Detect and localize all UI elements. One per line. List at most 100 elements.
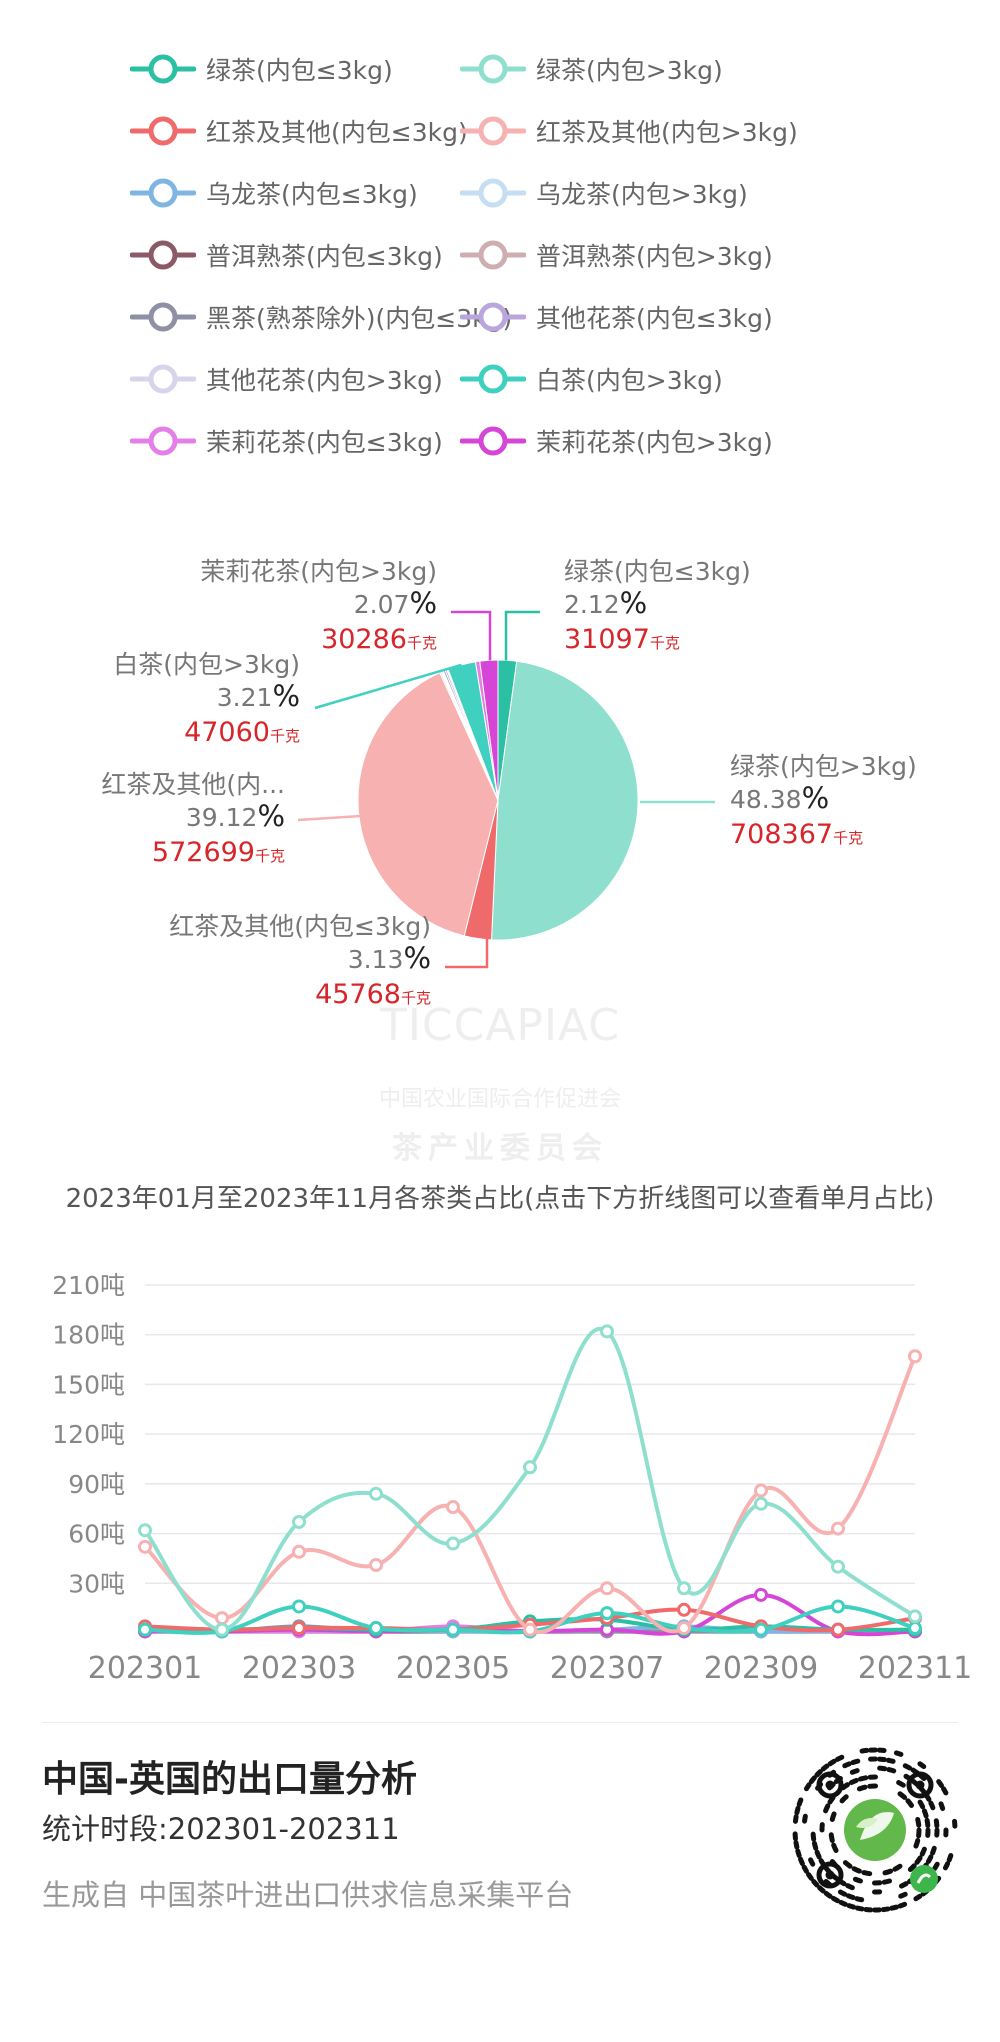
- pie-slice[interactable]: [357, 672, 499, 937]
- legend-row: 黑茶(熟茶除外)(内包≤3kg) 其他花茶(内包≤3kg): [130, 286, 990, 348]
- data-point[interactable]: [677, 1581, 691, 1596]
- x-tick-label: 202301: [88, 1651, 203, 1686]
- legend-item[interactable]: 茉莉花茶(内包>3kg): [460, 410, 773, 472]
- legend-row: 茉莉花茶(内包≤3kg) 茉莉花茶(内包>3kg): [130, 410, 990, 472]
- line-chart-title: 2023年01月至2023年11月各茶类占比(点击下方折线图可以查看单月占比): [65, 1184, 935, 1214]
- data-point[interactable]: [831, 1622, 845, 1637]
- qr-code-icon[interactable]: [790, 1745, 960, 1915]
- legend-label: 红茶及其他(内包≤3kg): [206, 118, 468, 147]
- pie-leader-line: [504, 610, 540, 661]
- report-period: 统计时段:202301-202311: [42, 1812, 400, 1846]
- data-point[interactable]: [677, 1621, 691, 1636]
- report-source: 生成自 中国茶叶进出口供求信息采集平台: [42, 1878, 574, 1912]
- pie-leader-line: [451, 610, 492, 661]
- pie-label-name: 白茶(内包>3kg): [113, 650, 300, 679]
- data-point[interactable]: [292, 1599, 306, 1614]
- line-chart[interactable]: 30吨 60吨 90吨 120吨 150吨 180吨 210吨 202301 202303 202…: [0, 1260, 1000, 1700]
- pie-label-value: 31097千克: [564, 624, 680, 655]
- data-point[interactable]: [908, 1621, 922, 1636]
- legend-label: 普洱熟茶(内包>3kg): [536, 242, 773, 271]
- pie-label-pct-symbol: %: [257, 799, 285, 833]
- data-point[interactable]: [831, 1599, 845, 1614]
- chart-legend: 绿茶(内包≤3kg) 绿茶(内包>3kg) 红茶及其他(内包≤3kg) 红茶及其他(内…: [130, 38, 990, 472]
- y-tick-label: 120吨: [52, 1420, 125, 1449]
- line-series[interactable]: [138, 1324, 922, 1637]
- data-point[interactable]: [138, 1539, 152, 1554]
- pie-label-pct: 39.12%: [186, 799, 285, 833]
- data-point[interactable]: [754, 1622, 768, 1637]
- data-point[interactable]: [138, 1622, 152, 1637]
- data-point[interactable]: [754, 1483, 768, 1498]
- legend-line-icon: [460, 178, 526, 208]
- data-point[interactable]: [446, 1500, 460, 1515]
- pie-label-value-number: 47060: [184, 717, 270, 748]
- data-point[interactable]: [600, 1606, 614, 1621]
- pie-label-value-number: 31097: [564, 624, 650, 655]
- legend-item[interactable]: 其他花茶(内包≤3kg): [460, 286, 773, 348]
- line-series[interactable]: [138, 1349, 922, 1637]
- pie-label: 白茶(内包>3kg)3.21%47060千克: [113, 650, 300, 748]
- legend-line-icon: [460, 54, 526, 84]
- data-point[interactable]: [754, 1587, 768, 1602]
- legend-item[interactable]: 茉莉花茶(内包≤3kg): [130, 410, 443, 472]
- legend-item[interactable]: 乌龙茶(内包>3kg): [460, 162, 748, 224]
- pie-slice[interactable]: [491, 660, 639, 941]
- series-line[interactable]: [143, 1326, 917, 1632]
- data-point[interactable]: [369, 1621, 383, 1636]
- legend-row: 乌龙茶(内包≤3kg) 乌龙茶(内包>3kg): [130, 162, 990, 224]
- data-point[interactable]: [446, 1622, 460, 1637]
- data-point[interactable]: [831, 1521, 845, 1536]
- data-point[interactable]: [908, 1609, 922, 1624]
- pie-leader-line: [297, 814, 362, 822]
- data-point[interactable]: [369, 1486, 383, 1501]
- pie-label-value-number: 30286: [321, 624, 407, 655]
- pie-slice[interactable]: [479, 659, 499, 801]
- pie-label-pct: 3.21%: [217, 679, 300, 713]
- legend-item[interactable]: 红茶及其他(内包>3kg): [460, 100, 798, 162]
- y-tick-label: 30吨: [68, 1569, 125, 1598]
- data-point[interactable]: [215, 1611, 229, 1626]
- data-point[interactable]: [677, 1602, 691, 1617]
- legend-label: 白茶(内包>3kg): [536, 366, 723, 395]
- legend-label: 红茶及其他(内包>3kg): [536, 118, 798, 147]
- legend-label: 茉莉花茶(内包≤3kg): [206, 428, 443, 457]
- data-point[interactable]: [831, 1559, 845, 1574]
- data-point[interactable]: [292, 1621, 306, 1636]
- x-tick-label: 202307: [550, 1651, 665, 1686]
- divider: [42, 1722, 958, 1723]
- data-point[interactable]: [754, 1496, 768, 1511]
- legend-item[interactable]: 绿茶(内包≤3kg): [130, 38, 393, 100]
- legend-item[interactable]: 绿茶(内包>3kg): [460, 38, 723, 100]
- data-point[interactable]: [446, 1536, 460, 1551]
- legend-item[interactable]: 白茶(内包>3kg): [460, 348, 723, 410]
- pie-label-pct-value: 2.07: [354, 590, 410, 619]
- legend-label: 其他花茶(内包>3kg): [206, 366, 443, 395]
- data-point[interactable]: [292, 1514, 306, 1529]
- data-point[interactable]: [523, 1460, 537, 1475]
- pie-label-pct-symbol: %: [620, 586, 648, 620]
- series-line[interactable]: [143, 1355, 917, 1635]
- pie-label-unit: 千克: [255, 847, 285, 865]
- data-point[interactable]: [369, 1558, 383, 1573]
- pie-chart[interactable]: 茉莉花茶(内包>3kg)2.07%30286千克绿茶(内包≤3kg)2.12%3…: [0, 530, 1000, 1030]
- data-point[interactable]: [292, 1544, 306, 1559]
- data-point[interactable]: [600, 1581, 614, 1596]
- pie-label-pct: 2.07%: [354, 586, 437, 620]
- data-point[interactable]: [215, 1622, 229, 1637]
- data-point[interactable]: [138, 1523, 152, 1538]
- legend-item[interactable]: 其他花茶(内包>3kg): [130, 348, 443, 410]
- legend-item[interactable]: 普洱熟茶(内包>3kg): [460, 224, 773, 286]
- pie-label-pct-symbol: %: [272, 679, 300, 713]
- legend-item[interactable]: 普洱熟茶(内包≤3kg): [130, 224, 443, 286]
- legend-item[interactable]: 红茶及其他(内包≤3kg): [130, 100, 468, 162]
- pie-label-value-number: 45768: [315, 979, 401, 1010]
- pie-label-pct-value: 48.38: [730, 785, 802, 814]
- data-point[interactable]: [523, 1622, 537, 1637]
- pie-label-value-number: 708367: [730, 819, 833, 850]
- legend-item[interactable]: 黑茶(熟茶除外)(内包≤3kg): [130, 286, 512, 348]
- legend-row: 其他花茶(内包>3kg) 白茶(内包>3kg): [130, 348, 990, 410]
- data-point[interactable]: [908, 1349, 922, 1364]
- pie-label: 红茶及其他(内包≤3kg)3.13%45768千克: [169, 912, 431, 1010]
- legend-item[interactable]: 乌龙茶(内包≤3kg): [130, 162, 418, 224]
- data-point[interactable]: [600, 1324, 614, 1339]
